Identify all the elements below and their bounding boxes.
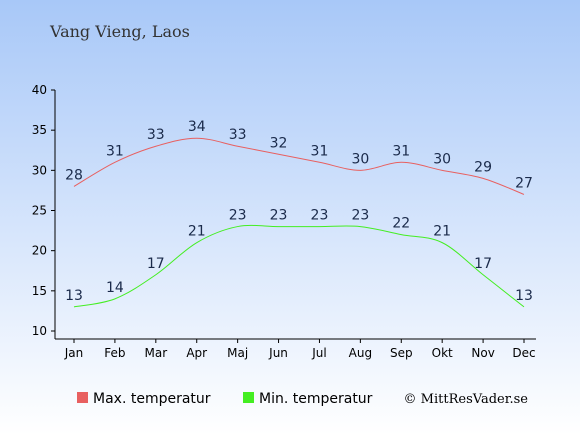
- x-tick-label: Okt: [432, 346, 453, 360]
- legend-label-min: Min. temperatur: [259, 391, 373, 407]
- data-label-min: 21: [188, 224, 206, 240]
- data-label-max: 31: [106, 143, 124, 159]
- data-label-min: 23: [270, 208, 288, 224]
- legend-swatch-max: [77, 392, 88, 403]
- y-tick-label: 15: [32, 284, 47, 298]
- data-label-max: 31: [392, 143, 410, 159]
- y-tick-label: 25: [32, 204, 47, 218]
- data-label-max: 29: [474, 159, 492, 175]
- data-label-max: 32: [270, 135, 288, 151]
- data-label-min: 14: [106, 280, 124, 296]
- x-tick-label: Aug: [349, 346, 372, 360]
- data-label-max: 30: [433, 151, 451, 167]
- data-label-min: 21: [433, 224, 451, 240]
- credit-text: © MittResVader.se: [404, 392, 529, 407]
- data-label-min: 23: [229, 208, 247, 224]
- data-label-max: 34: [188, 119, 206, 135]
- y-tick-label: 20: [32, 244, 47, 258]
- x-tick-label: Jul: [311, 346, 326, 360]
- legend-label-max: Max. temperatur: [93, 391, 211, 407]
- data-label-max: 31: [311, 143, 329, 159]
- data-label-min: 23: [311, 208, 329, 224]
- x-tick-label: Jan: [64, 346, 84, 360]
- x-tick-label: Apr: [186, 346, 207, 360]
- data-label-max: 27: [515, 175, 533, 191]
- series-line-min: [73, 224, 525, 308]
- data-label-min: 23: [351, 208, 369, 224]
- data-label-min: 17: [474, 256, 492, 272]
- x-tick-label: Feb: [104, 346, 125, 360]
- y-tick-label: 30: [32, 163, 47, 177]
- data-label-min: 22: [392, 216, 410, 232]
- chart-axes: 10 15 20 25 30 35 40 Jan Feb Mar Apr Maj Jun Jul Aug Se…: [32, 83, 536, 360]
- y-tick-label: 35: [32, 123, 47, 137]
- x-tick-label: Dec: [512, 346, 535, 360]
- x-tick-label: Maj: [227, 346, 248, 360]
- data-label-min: 17: [147, 256, 165, 272]
- data-label-min: 13: [515, 288, 533, 304]
- x-tick-label: Sep: [390, 346, 413, 360]
- data-label-max: 30: [351, 151, 369, 167]
- x-tick-label: Jun: [268, 346, 288, 360]
- legend-swatch-min: [243, 392, 254, 403]
- data-label-max: 28: [65, 167, 83, 183]
- series-line-max: [73, 137, 525, 195]
- data-labels: 28 31 33 34 33 32 31 30 31 30 29 27 13 14 17 21 23 23 23 23…: [65, 119, 533, 304]
- x-tick-label: Mar: [144, 346, 167, 360]
- data-label-max: 33: [147, 127, 165, 143]
- data-label-max: 33: [229, 127, 247, 143]
- y-tick-label: 10: [32, 324, 47, 338]
- x-tick-label: Nov: [471, 346, 494, 360]
- chart-title: Vang Vieng, Laos: [49, 22, 190, 41]
- legend: Max. temperatur Min. temperatur: [77, 391, 373, 407]
- data-label-min: 13: [65, 288, 83, 304]
- y-tick-label: 40: [32, 83, 47, 97]
- series-layer: [73, 137, 525, 308]
